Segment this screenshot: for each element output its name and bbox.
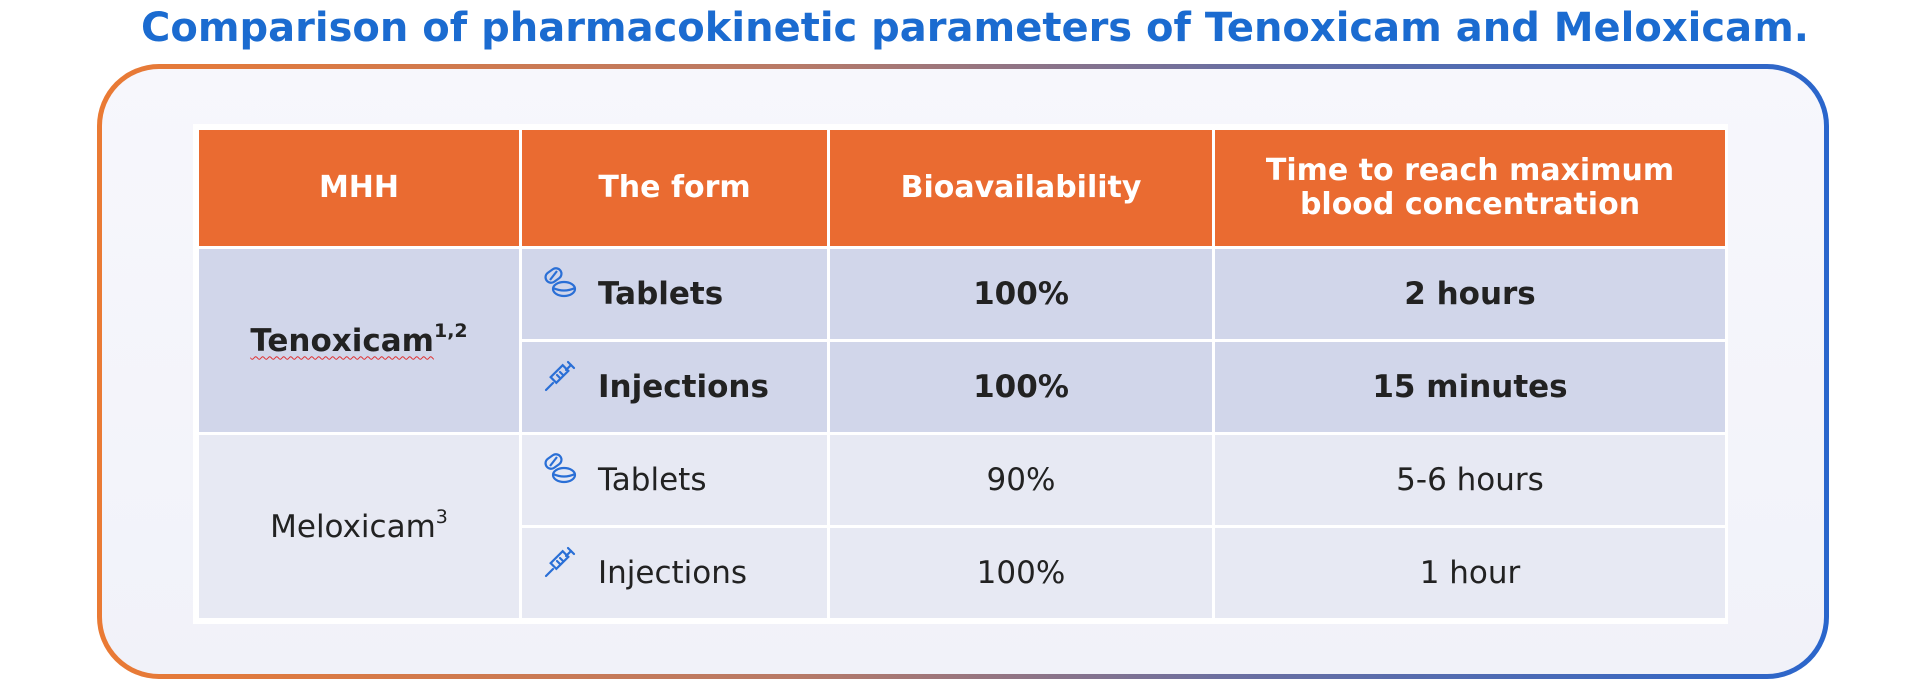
drug-cell-tenoxicam: Tenoxicam1,2 [196,246,522,435]
drug-cell-meloxicam: Meloxicam3 [196,432,522,621]
drug-reference: 1,2 [433,319,468,342]
bioavailability-cell: 100% [827,525,1215,621]
drug-name-text: Meloxicam [270,508,436,545]
header-mhh: MHH [196,127,522,249]
time-cell: 5-6 hours [1212,432,1728,528]
bioavailability-cell: 90% [827,432,1215,528]
time-cell: 1 hour [1212,525,1728,621]
bioavailability-cell: 100% [827,339,1215,435]
form-label: Tablets [598,276,724,312]
header-bioavailability: Bioavailability [827,127,1215,249]
header-time-line-1: Time to reach maximum [1265,153,1675,188]
drug-name-text: Tenoxicam [250,322,434,359]
pills-icon [544,453,577,484]
table-row: Meloxicam3 [196,432,1728,621]
drug-name: Meloxicam3 [270,505,448,545]
table-row: Injections 100% 15 minutes [198,339,1728,435]
comparison-table: MHH The form Bioavailability Time to rea… [196,127,1728,621]
syringe-icon [544,546,576,578]
form-label: Injections [598,369,769,405]
header-form: The form [519,127,830,249]
form-cell: Tablets [519,246,830,342]
form-label: Injections [598,555,748,591]
page-title: Comparison of pharmacokinetic parameters… [141,5,1809,51]
time-cell: 2 hours [1212,246,1728,342]
syringe-icon [544,360,576,392]
drug-name: Tenoxicam1,2 [250,319,468,359]
form-cell: Injections [519,525,830,621]
table-header-row: MHH The form Bioavailability Time to rea… [196,127,1728,249]
time-cell: 15 minutes [1212,339,1728,435]
header-time-line-2: blood concentration [1299,187,1641,222]
form-cell: Tablets [519,432,830,528]
drug-reference: 3 [435,505,448,528]
comparison-table-wrap: MHH The form Bioavailability Time to rea… [193,124,1728,624]
table-row: Tenoxicam1,2 [196,246,1728,435]
header-time-to-max: Time to reach maximum blood concentratio… [1212,127,1728,249]
form-cell: Injections [519,339,830,435]
table-row: Injections 100% 1 hour [198,525,1728,621]
form-label: Tablets [598,462,707,498]
pills-icon [544,267,577,298]
bioavailability-cell: 100% [827,246,1215,342]
